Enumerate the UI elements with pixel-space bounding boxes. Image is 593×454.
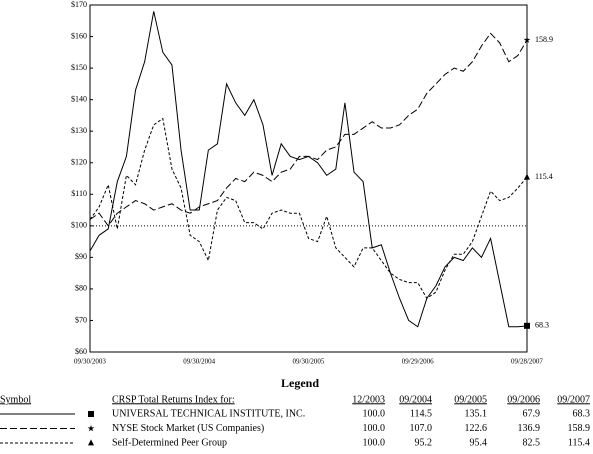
column-header: 12/2003 xyxy=(352,394,385,405)
table-value: 67.9 xyxy=(523,408,541,419)
plot-frame xyxy=(89,4,528,353)
x-tick-label: 09/30/2003 xyxy=(74,358,106,366)
end-marker xyxy=(524,322,530,329)
table-value: 100.0 xyxy=(363,408,386,419)
legend-label: UNIVERSAL TECHNICAL INSTITUTE, INC. xyxy=(112,408,305,419)
end-marker xyxy=(523,36,531,43)
x-tick-label: 09/30/2005 xyxy=(293,358,325,366)
series-line xyxy=(89,32,528,227)
table-value: 136.9 xyxy=(518,423,541,434)
end-label: 115.4 xyxy=(535,172,553,181)
x-tick-label: 09/29/2006 xyxy=(402,358,434,366)
legend-marker xyxy=(88,439,94,446)
y-tick-label: $140 xyxy=(71,94,87,103)
y-tick-label: $130 xyxy=(71,126,87,135)
y-tick-label: $70 xyxy=(75,315,87,324)
y-tick-label: $90 xyxy=(75,252,87,261)
column-header: 09/2007 xyxy=(557,394,590,405)
symbol-header: Symbol xyxy=(0,394,31,405)
table-value: 115.4 xyxy=(568,437,590,448)
table-value: 107.0 xyxy=(410,423,433,434)
table-value: 68.3 xyxy=(573,408,591,419)
legend-label: Self-Determined Peer Group xyxy=(112,437,227,448)
y-tick-label: $150 xyxy=(71,63,87,72)
end-label: 158.9 xyxy=(535,35,553,44)
legend-title: Legend xyxy=(281,376,319,390)
table-value: 100.0 xyxy=(363,437,386,448)
name-header: CRSP Total Returns Index for: xyxy=(112,394,235,405)
table-value: 114.5 xyxy=(410,408,432,419)
x-tick-label: 09/28/2007 xyxy=(511,358,543,366)
x-tick-label: 09/30/2004 xyxy=(183,358,215,366)
column-header: 09/2004 xyxy=(399,394,432,405)
table-value: 158.9 xyxy=(568,423,591,434)
legend-marker xyxy=(87,424,95,432)
table-value: 95.2 xyxy=(415,437,433,448)
legend-label: NYSE Stock Market (US Companies) xyxy=(112,423,264,434)
table-value: 100.0 xyxy=(363,423,386,434)
legend-marker xyxy=(88,411,94,417)
end-marker xyxy=(524,173,530,180)
column-header: 09/2006 xyxy=(507,394,540,405)
y-tick-label: $80 xyxy=(75,284,87,293)
table-value: 82.5 xyxy=(523,437,541,448)
series-line xyxy=(89,11,528,328)
table-value: 122.6 xyxy=(465,423,488,434)
y-tick-label: $100 xyxy=(71,221,87,230)
y-tick-label: $110 xyxy=(71,189,87,198)
y-tick-label: $120 xyxy=(71,158,87,167)
table-value: 95.4 xyxy=(470,437,488,448)
table-value: 135.1 xyxy=(465,408,488,419)
y-tick-label: $60 xyxy=(75,347,87,356)
series-line xyxy=(89,117,528,300)
y-tick-label: $170 xyxy=(71,0,87,9)
column-header: 09/2005 xyxy=(454,394,487,405)
end-label: 68.3 xyxy=(535,321,549,330)
y-tick-label: $160 xyxy=(71,31,87,40)
